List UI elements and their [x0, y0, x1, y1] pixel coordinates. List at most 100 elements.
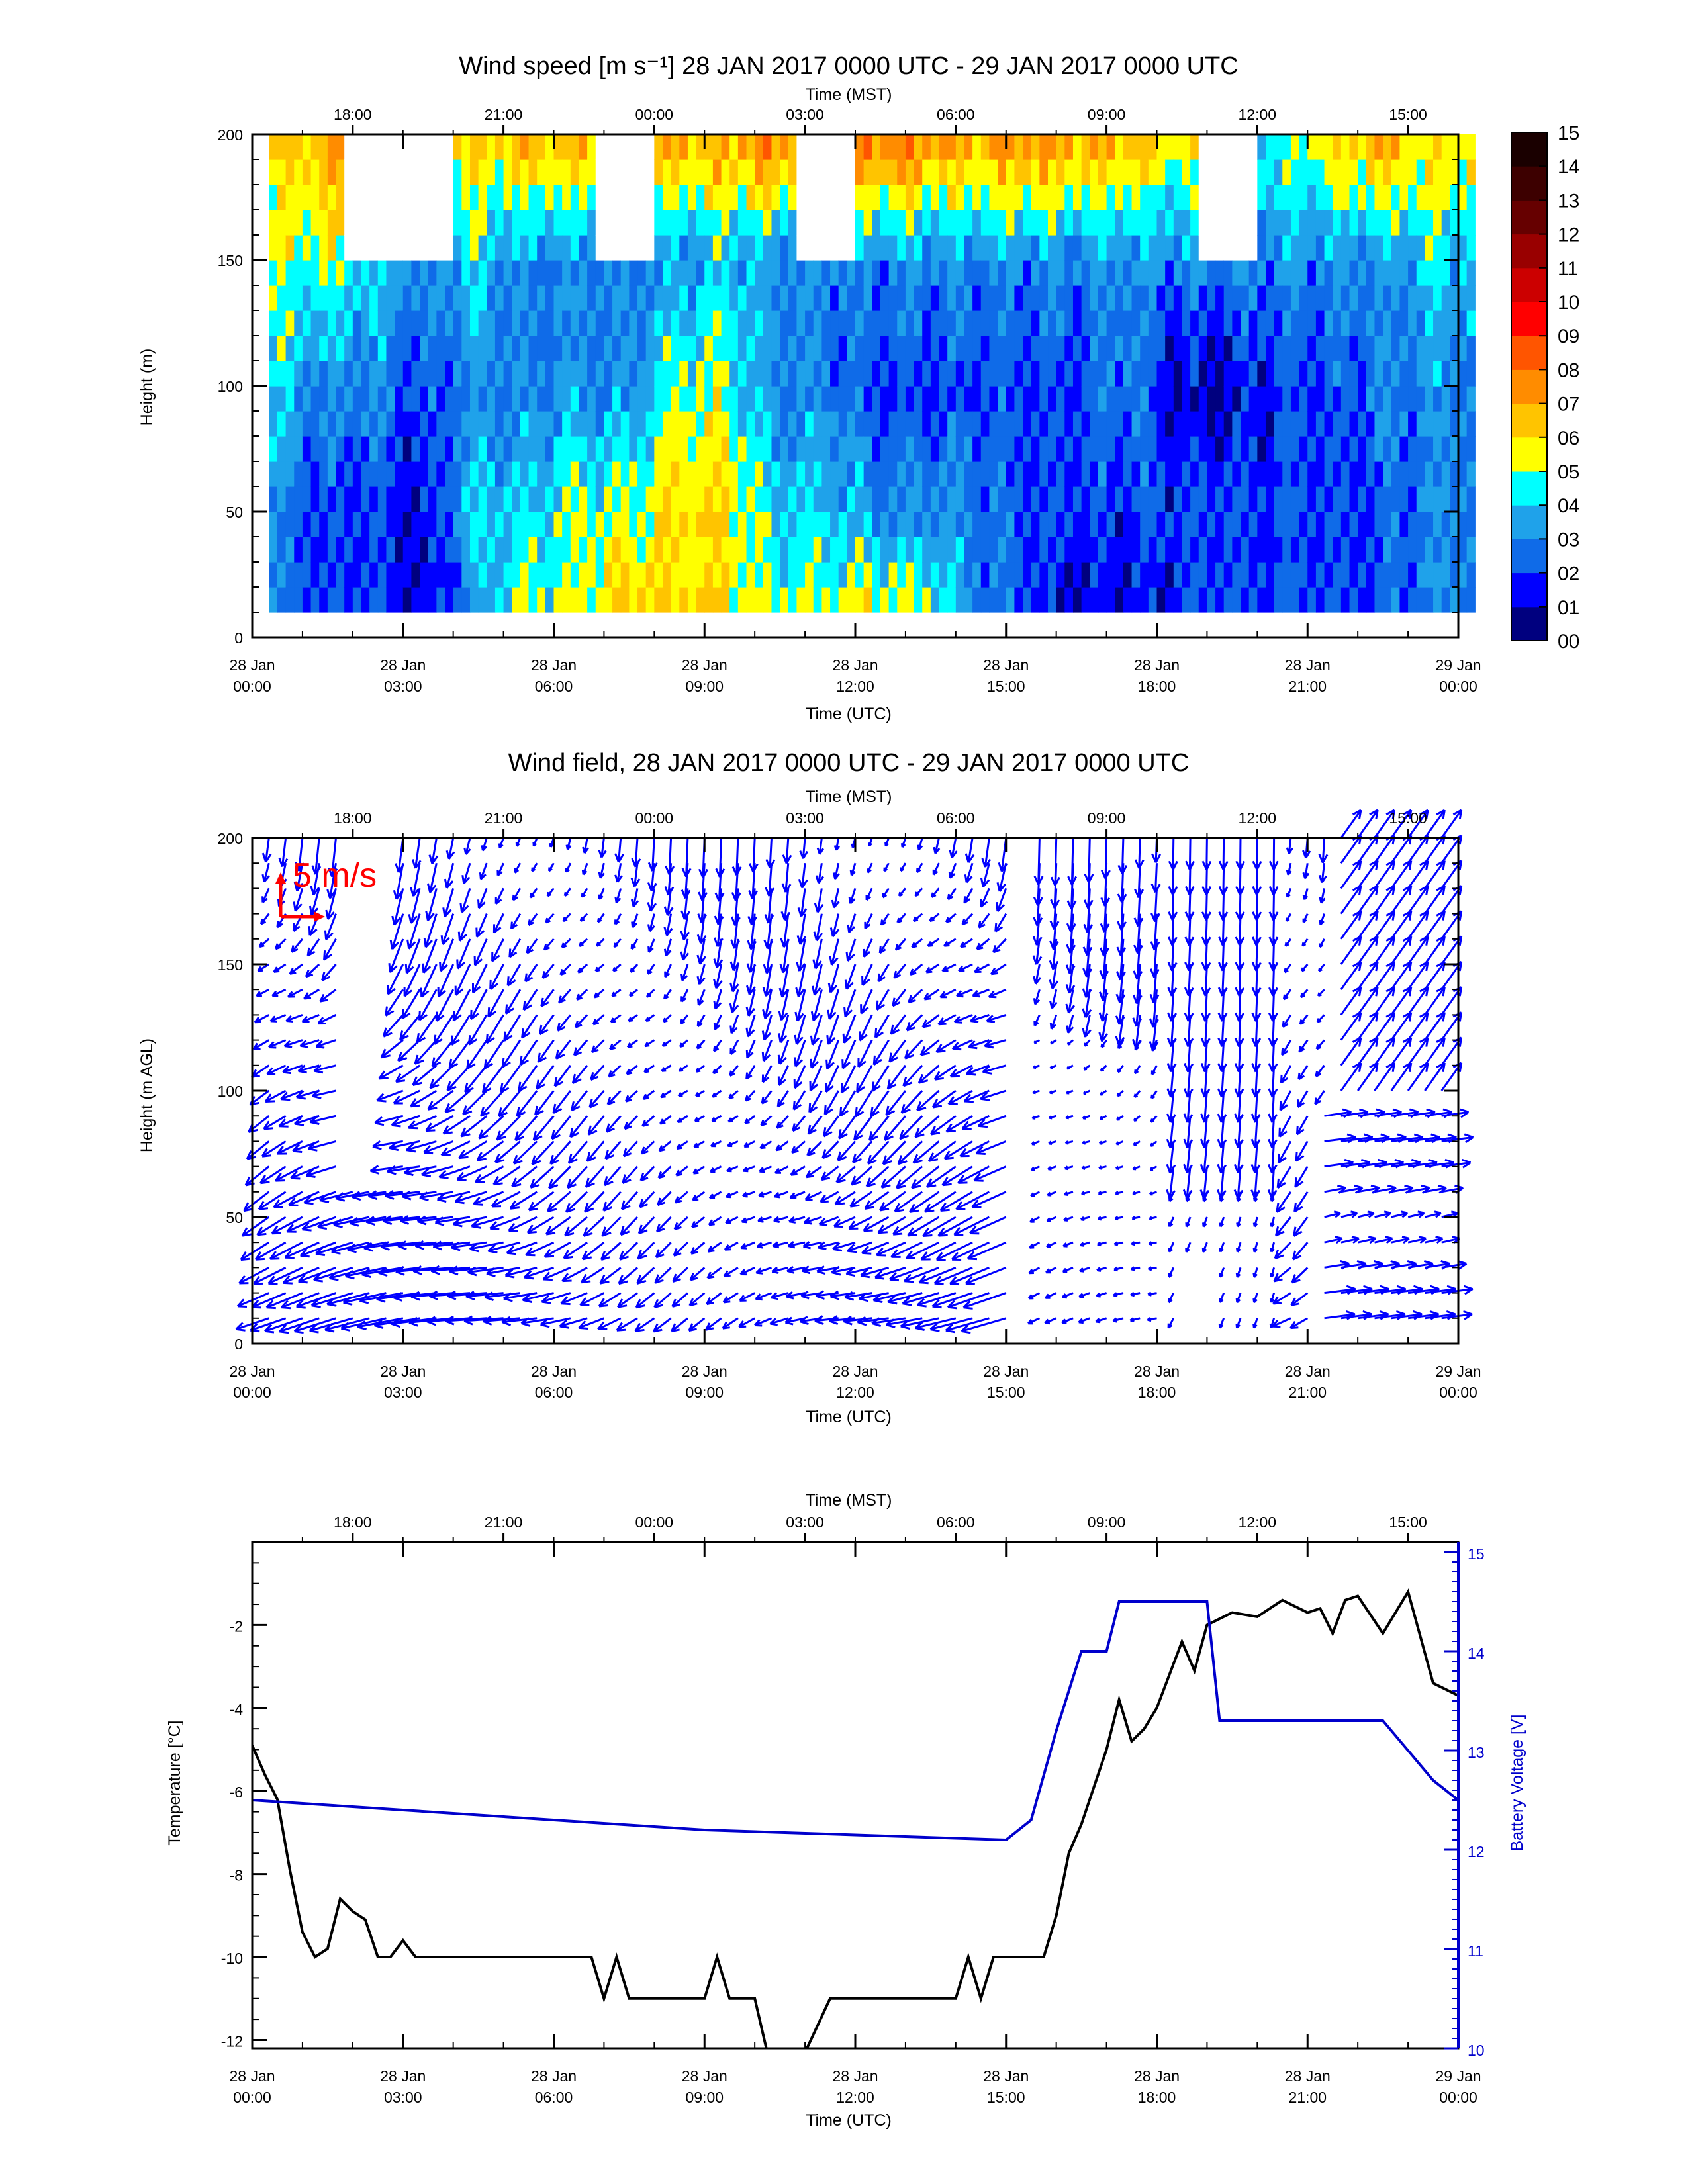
heatmap-cell [1115, 361, 1124, 387]
heatmap-cell [830, 210, 839, 236]
wind-vector [725, 1216, 739, 1224]
heatmap-cell [1265, 336, 1275, 361]
wind-vector [988, 988, 1007, 999]
colorbar-label: 13 [1558, 190, 1579, 212]
heatmap-cell [461, 159, 471, 185]
heatmap-cell [587, 537, 596, 563]
wind-vector [759, 1165, 773, 1173]
y-tick-label: 50 [226, 1209, 243, 1226]
wind-vector [966, 1241, 1007, 1261]
wind-vector [808, 1090, 823, 1113]
heatmap-cell [1198, 411, 1208, 437]
wind-vector [261, 837, 272, 863]
heatmap-cell [863, 210, 872, 236]
heatmap-cell [721, 562, 730, 588]
heatmap-cell [1090, 486, 1099, 512]
heatmap-cell [1290, 235, 1300, 261]
heatmap-cell [629, 411, 638, 437]
heatmap-cell [1023, 134, 1032, 160]
wind-vector [624, 1089, 639, 1103]
heatmap-cell [1148, 411, 1158, 437]
wind-vector [756, 1241, 772, 1249]
heatmap-cell [411, 436, 420, 462]
heatmap-cell [1466, 436, 1476, 462]
wind-vector [964, 862, 974, 884]
heatmap-cell [1265, 486, 1275, 512]
heatmap-cell [386, 185, 395, 210]
wind-vector [761, 1090, 773, 1105]
heatmap-cell [277, 461, 287, 487]
heatmap-cell [1064, 159, 1074, 185]
heatmap-cell [1140, 285, 1149, 311]
top-tick-label: 03:00 [786, 106, 824, 123]
wind-vector [676, 1140, 688, 1150]
heatmap-cell [620, 361, 630, 387]
heatmap-cell [662, 361, 672, 387]
heatmap-cell [344, 310, 353, 336]
wind-vector [741, 1216, 755, 1224]
heatmap-cell [1223, 436, 1233, 462]
heatmap-cell [1450, 411, 1459, 437]
heatmap-cell [746, 461, 755, 487]
wind-vector [1294, 1165, 1309, 1188]
heatmap-cell [562, 486, 571, 512]
wind-vector [637, 1242, 655, 1260]
heatmap-cell [1039, 386, 1049, 412]
heatmap-cell [1072, 512, 1082, 537]
wind-vector [816, 837, 824, 855]
heatmap-cell [620, 260, 630, 286]
heatmap-cell [998, 185, 1007, 210]
heatmap-cell [411, 185, 420, 210]
heatmap-cell [855, 512, 865, 537]
wind-vector [504, 1266, 538, 1279]
heatmap-cell [1399, 310, 1409, 336]
heatmap-cell [1223, 386, 1233, 412]
wind-vector [604, 1140, 622, 1160]
heatmap-cell [1072, 411, 1082, 437]
heatmap-cell [671, 386, 680, 412]
x-tick-label-time: 15:00 [987, 2089, 1025, 2106]
heatmap-cell [1282, 386, 1291, 412]
heatmap-cell [855, 336, 865, 361]
heatmap-cell [1450, 361, 1459, 387]
heatmap-cell [805, 411, 814, 437]
heatmap-cell [1148, 436, 1158, 462]
heatmap-cell [327, 461, 337, 487]
heatmap-cell [737, 185, 747, 210]
heatmap-cell [780, 134, 789, 160]
wind-vector [896, 1165, 923, 1189]
heatmap-cell [930, 260, 940, 286]
heatmap-cell [1366, 411, 1376, 437]
wind-vector [1270, 1267, 1276, 1278]
heatmap-cell [469, 185, 479, 210]
heatmap-cell [1098, 159, 1107, 185]
wind-vector [545, 1216, 571, 1236]
heatmap-cell [1090, 562, 1099, 588]
wind-vector [1098, 1165, 1107, 1170]
wind-vector [788, 1216, 806, 1224]
heatmap-cell [1090, 411, 1099, 437]
wind-vector [792, 1090, 806, 1111]
heatmap-cell [1098, 436, 1107, 462]
heatmap-cell [1131, 587, 1141, 613]
heatmap-cell [1106, 285, 1115, 311]
heatmap-cell [1257, 411, 1266, 437]
heatmap-cell [780, 486, 789, 512]
heatmap-cell [369, 235, 379, 261]
wind-vector [1219, 1267, 1225, 1278]
wind-vector [647, 888, 657, 912]
colorbar-swatch [1511, 302, 1547, 336]
heatmap-cell [1215, 386, 1225, 412]
heatmap-cell [1098, 411, 1107, 437]
heatmap-cell [1340, 512, 1350, 537]
heatmap-cell [428, 411, 437, 437]
wind-vector [1049, 989, 1058, 1009]
wind-vector [949, 837, 958, 858]
heatmap-cell [629, 235, 638, 261]
colorbar-swatch [1511, 505, 1547, 539]
wind-vector [491, 938, 504, 962]
wind-vector [692, 1165, 706, 1175]
wind-vector [1219, 1216, 1225, 1228]
heatmap-cell [520, 386, 530, 412]
heatmap-cell [294, 537, 303, 563]
